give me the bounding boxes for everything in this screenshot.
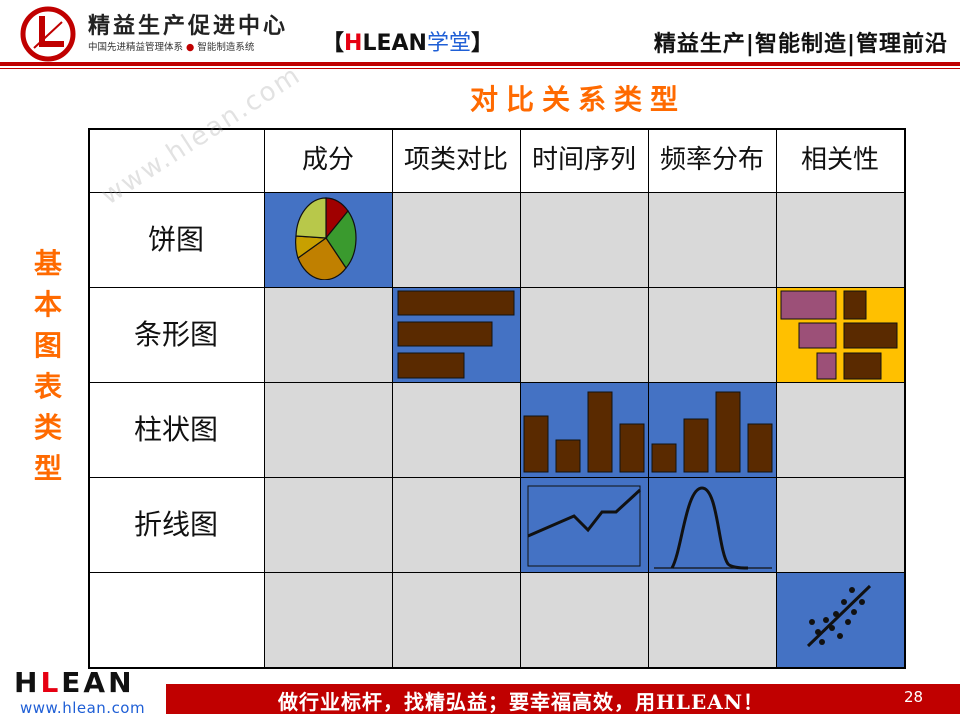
tag-h: H: [344, 31, 363, 56]
cell: [649, 193, 776, 287]
brand-subtitle: 中国先进精益管理体系 ● 智能制造系统: [88, 39, 254, 53]
grid-line: [648, 128, 649, 669]
column-chart-icon: [523, 391, 645, 473]
cell-scatter-correlation: [777, 573, 904, 668]
header-divider-thin: [0, 68, 960, 69]
row-header: 饼图: [147, 223, 204, 256]
grid-line: [88, 477, 906, 478]
bar-chart-icon: [397, 290, 515, 379]
grid-line: [264, 128, 265, 669]
grid-line: [392, 128, 393, 669]
footer-bar: [166, 684, 960, 714]
brand-sub-right: 智能制造系统: [197, 42, 255, 53]
grid-line: [88, 287, 906, 288]
tag-xuetang: 学堂: [426, 31, 471, 56]
page-number: 28: [904, 688, 924, 706]
cell: [265, 288, 392, 382]
cell: [521, 288, 648, 382]
side-label-char: 表: [33, 370, 62, 403]
footer-logo-h: H: [14, 666, 41, 699]
side-label-char: 本: [33, 288, 62, 321]
column-header: 相关性: [800, 145, 879, 175]
footer-logo-n: N: [108, 666, 135, 699]
row-header: 柱状图: [133, 413, 218, 446]
header-divider-thick: [0, 62, 960, 66]
column-header: 时间序列: [531, 145, 636, 175]
footer-logo-a: A: [83, 666, 109, 699]
side-label: 基 本 图 表 类 型: [28, 243, 68, 489]
cell-line-frequency: [649, 478, 776, 572]
grid-line: [520, 128, 521, 669]
side-label-char: 类: [33, 411, 62, 444]
brand-title: 精益生产促进中心: [88, 14, 289, 39]
cell: [777, 383, 904, 477]
cell: [393, 193, 520, 287]
cell: [393, 383, 520, 477]
column-header: 频率分布: [659, 145, 764, 175]
header-slogan: 精益生产|智能制造|管理前沿: [653, 32, 948, 57]
tag-lean: LEAN: [362, 31, 427, 56]
side-label-char: 型: [33, 452, 62, 485]
brand-sub-dot: ●: [186, 42, 195, 53]
cell: [265, 478, 392, 572]
row-header: [88, 573, 264, 668]
header: 精益生产促进中心 中国先进精益管理体系 ● 智能制造系统 【HLEAN学堂】 精…: [0, 0, 960, 70]
logo-icon: [20, 6, 76, 62]
cell: [521, 193, 648, 287]
cell: [649, 288, 776, 382]
grid-line: [776, 128, 777, 669]
row-header: 折线图: [133, 508, 218, 541]
table-border: [88, 128, 906, 669]
slide-title: 对比关系类型: [470, 83, 687, 116]
footer-logo-e: E: [61, 666, 84, 699]
bell-curve-icon: [654, 486, 772, 570]
footer-url[interactable]: www.hlean.com: [20, 699, 146, 717]
side-label-char: 图: [33, 329, 62, 362]
cell: [393, 573, 520, 668]
column-header: 项类对比: [403, 145, 508, 175]
cell: [393, 478, 520, 572]
histogram-icon: [651, 391, 773, 473]
hlean-xuetang-tag: 【HLEAN学堂】: [322, 25, 493, 57]
side-label-char: 基: [33, 247, 62, 280]
cell: [521, 573, 648, 668]
grid-line: [88, 572, 906, 573]
footer-logo-l: L: [40, 666, 62, 699]
row-header: 条形图: [133, 318, 218, 351]
footer-slogan: 做行业标杆，找精弘益；要幸福高效，用HLEAN！: [278, 690, 765, 714]
scatter-plot-icon: [806, 584, 872, 648]
tag-close-bracket: 】: [470, 31, 493, 56]
grid-line: [88, 382, 906, 383]
line-chart-icon: [527, 485, 642, 567]
tag-open-bracket: 【: [322, 31, 345, 56]
column-header: 成分: [301, 145, 354, 175]
grid-line: [88, 192, 906, 193]
footer-logo: HLEAN: [14, 666, 135, 699]
cell: [777, 193, 904, 287]
cell: [777, 478, 904, 572]
pie-chart-icon: [295, 197, 357, 280]
cell: [265, 573, 392, 668]
mosaic-chart-icon: [780, 290, 898, 380]
cell: [649, 573, 776, 668]
cell: [265, 383, 392, 477]
brand-sub-left: 中国先进精益管理体系: [88, 42, 184, 53]
